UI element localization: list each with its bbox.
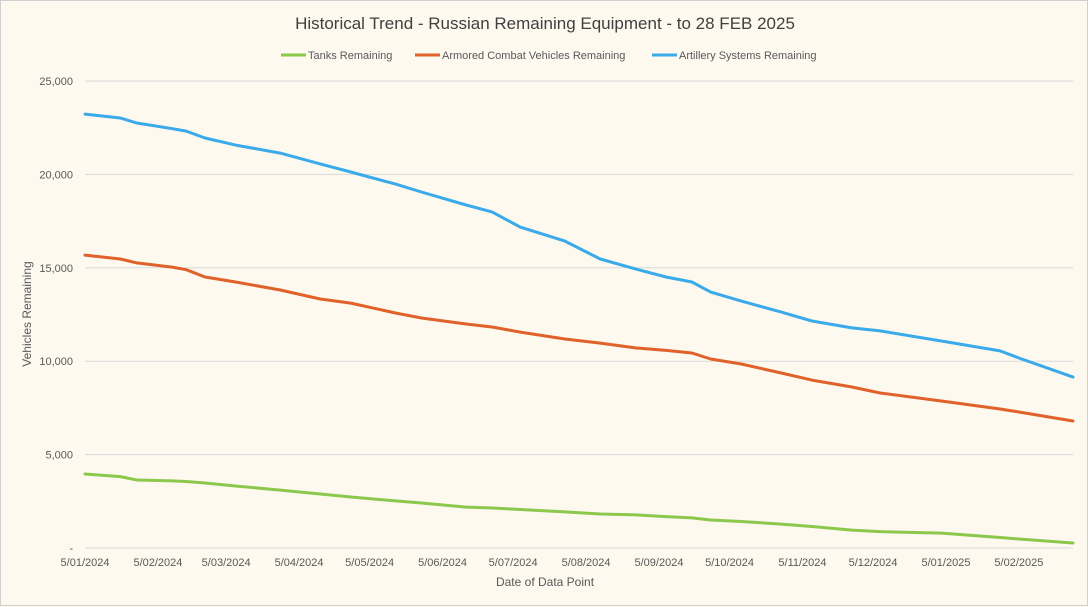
legend-label: Artillery Systems Remaining xyxy=(679,50,817,62)
x-axis-label: Date of Data Point xyxy=(496,575,595,589)
series-lines xyxy=(83,112,1075,545)
chart-title: Historical Trend - Russian Remaining Equ… xyxy=(295,14,795,33)
y-tick-label: 15,000 xyxy=(39,263,73,275)
x-tick-label: 5/01/2024 xyxy=(61,557,110,569)
y-tick-label: - xyxy=(69,543,73,555)
y-tick-label: 25,000 xyxy=(39,76,73,88)
y-axis-ticks: - 5,000 10,000 15,000 20,000 25,000 xyxy=(39,76,73,555)
series-line-tanks-remaining xyxy=(83,472,1075,545)
y-axis-label: Vehicles Remaining xyxy=(20,261,34,366)
x-tick-label: 5/07/2024 xyxy=(489,557,538,569)
legend-item: Armored Combat Vehicles Remaining xyxy=(415,50,625,62)
legend-label: Tanks Remaining xyxy=(308,50,392,62)
legend: Tanks Remaining Armored Combat Vehicles R… xyxy=(281,50,817,62)
y-tick-label: 10,000 xyxy=(39,356,73,368)
legend-item: Tanks Remaining xyxy=(281,50,392,62)
x-tick-label: 5/03/2024 xyxy=(202,557,251,569)
x-tick-label: 5/02/2024 xyxy=(133,557,182,569)
legend-label: Armored Combat Vehicles Remaining xyxy=(442,50,625,62)
x-tick-label: 5/12/2024 xyxy=(849,557,898,569)
legend-item: Artillery Systems Remaining xyxy=(652,50,817,62)
gridlines xyxy=(85,80,1073,549)
x-tick-label: 5/02/2025 xyxy=(994,557,1043,569)
x-tick-label: 5/05/2024 xyxy=(345,557,394,569)
x-tick-label: 5/09/2024 xyxy=(635,557,684,569)
x-tick-label: 5/11/2024 xyxy=(778,557,826,569)
x-tick-label: 5/01/2025 xyxy=(922,557,971,569)
series-line-artillery-systems-remaining xyxy=(83,112,1075,379)
x-axis-ticks: 5/01/2024 5/02/2024 5/03/2024 5/04/2024 5/05… xyxy=(61,557,1044,569)
y-tick-label: 5,000 xyxy=(45,450,73,462)
x-tick-label: 5/08/2024 xyxy=(562,557,611,569)
y-tick-label: 20,000 xyxy=(39,169,73,181)
x-tick-label: 5/10/2024 xyxy=(705,557,754,569)
series-line-armored-combat-vehicles-remaining xyxy=(83,253,1075,423)
x-tick-label: 5/04/2024 xyxy=(275,557,324,569)
x-tick-label: 5/06/2024 xyxy=(418,557,467,569)
